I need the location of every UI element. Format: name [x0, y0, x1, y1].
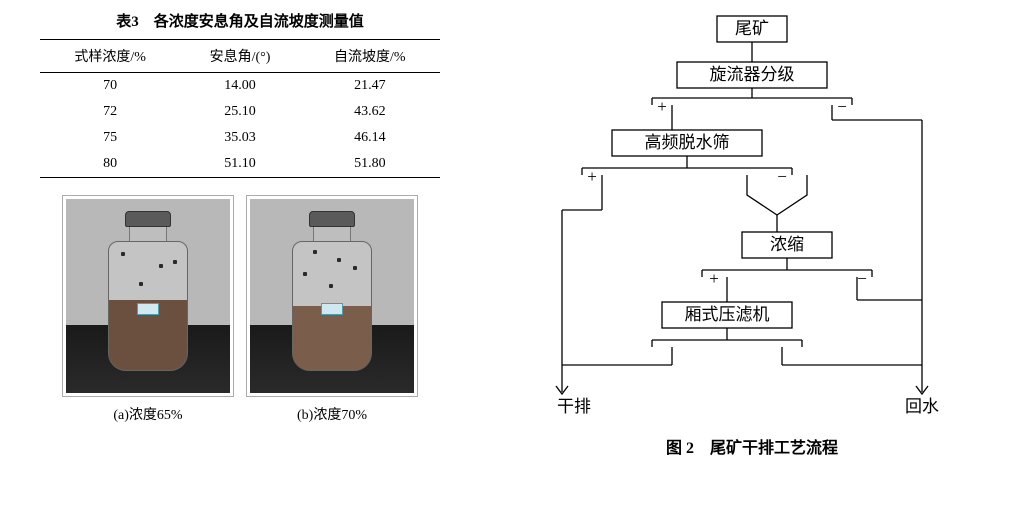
bottle-photo-a — [63, 196, 233, 396]
col-header: 式样浓度/% — [40, 40, 180, 73]
figure-caption: 图 2 尾矿干排工艺流程 — [666, 434, 838, 458]
flow-node-stage4: 厢式压滤机 — [685, 305, 770, 324]
flowchart: 尾矿 旋流器分级 高频脱水筛 浓缩 厢式压滤机 干排 回水 + − + − + … — [542, 10, 962, 430]
col-header: 安息角/(°) — [180, 40, 299, 73]
table-row: 75 35.03 46.14 — [40, 125, 440, 151]
table-row: 70 14.00 21.47 — [40, 73, 440, 100]
left-panel: 表3 各浓度安息角及自流坡度测量值 式样浓度/% 安息角/(°) 自流坡度/% … — [20, 10, 460, 502]
right-panel: 尾矿 旋流器分级 高频脱水筛 浓缩 厢式压滤机 干排 回水 + − + − + … — [500, 10, 1004, 502]
minus-sign: − — [777, 167, 787, 186]
plus-sign: + — [709, 269, 719, 288]
table-title: 表3 各浓度安息角及自流坡度测量值 — [116, 10, 364, 31]
data-table: 式样浓度/% 安息角/(°) 自流坡度/% 70 14.00 21.47 72 … — [40, 39, 440, 178]
flow-output-right: 回水 — [905, 397, 939, 416]
table-row: 80 51.10 51.80 — [40, 151, 440, 178]
table-row: 72 25.10 43.62 — [40, 99, 440, 125]
bottle-row: (a)浓度65% (b)浓度70% — [63, 196, 417, 424]
flow-node-stage2: 高频脱水筛 — [645, 133, 730, 152]
flow-node-stage1: 旋流器分级 — [710, 65, 795, 84]
plus-sign: + — [587, 167, 597, 186]
flow-node-stage3: 浓缩 — [770, 235, 804, 254]
bottle-photo-b — [247, 196, 417, 396]
col-header: 自流坡度/% — [300, 40, 440, 73]
flow-output-left: 干排 — [557, 397, 591, 416]
bottle-figure-b: (b)浓度70% — [247, 196, 417, 424]
minus-sign: − — [857, 269, 867, 288]
bottle-caption-b: (b)浓度70% — [297, 404, 367, 424]
bottle-caption-a: (a)浓度65% — [113, 404, 182, 424]
flow-node-input: 尾矿 — [735, 19, 769, 38]
bottle-figure-a: (a)浓度65% — [63, 196, 233, 424]
minus-sign: − — [837, 97, 847, 116]
plus-sign: + — [657, 97, 667, 116]
